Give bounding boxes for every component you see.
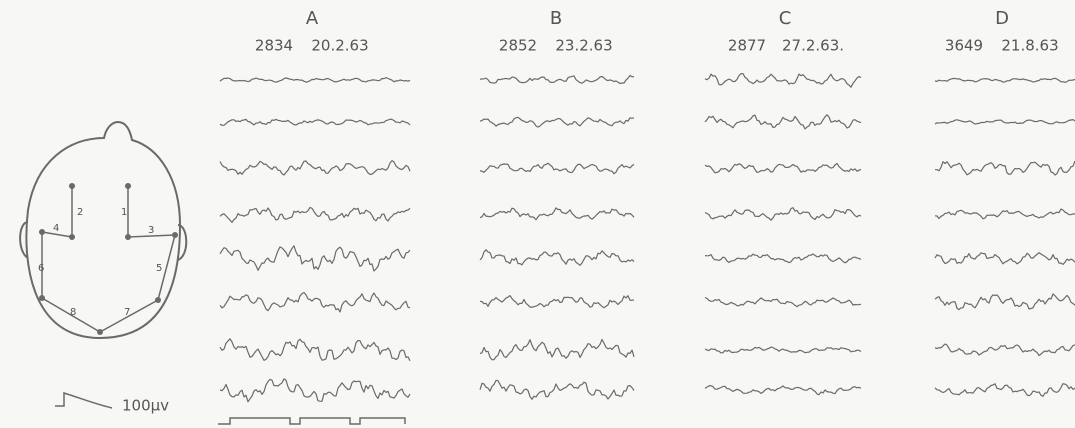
electrode-label: 5 <box>156 263 162 274</box>
column-letter: B <box>550 8 562 29</box>
head-diagram <box>20 122 186 338</box>
calibration-label: 100µv <box>122 397 169 415</box>
head-outline <box>26 122 180 338</box>
eeg-trace <box>480 208 634 220</box>
eeg-trace <box>935 78 1075 82</box>
eeg-trace <box>935 384 1075 397</box>
electrode-label: 7 <box>124 307 130 318</box>
eeg-trace <box>935 344 1075 356</box>
electrode-label: 6 <box>38 263 44 274</box>
eeg-trace <box>705 164 861 173</box>
record-date: 21.8.63 <box>1001 37 1058 55</box>
electrode-label: 4 <box>53 223 59 234</box>
electrode-label: 8 <box>70 307 76 318</box>
eeg-trace <box>220 78 410 83</box>
eeg-trace <box>220 208 410 223</box>
record-date: 27.2.63. <box>782 37 844 55</box>
record-number: 2877 <box>728 37 766 55</box>
eeg-trace <box>935 209 1075 219</box>
eeg-trace <box>935 253 1075 265</box>
time-marker <box>218 418 405 424</box>
eeg-trace <box>935 161 1075 175</box>
eeg-trace <box>480 117 634 127</box>
electrode-lines <box>42 186 175 332</box>
eeg-trace <box>220 246 410 271</box>
electrode-label: 2 <box>77 207 83 218</box>
eeg-trace <box>935 120 1075 124</box>
eeg-trace <box>480 380 634 399</box>
eeg-trace <box>480 340 634 360</box>
eeg-trace <box>935 294 1075 310</box>
eeg-trace <box>220 379 410 402</box>
figure: 1 2 3 4 5 6 7 8 100µv A283420.2.63B28522… <box>0 0 1075 428</box>
eeg-trace <box>480 296 634 308</box>
electrode-label: 3 <box>148 225 154 236</box>
eeg-trace <box>220 339 410 361</box>
eeg-trace <box>705 74 861 88</box>
record-number: 3649 <box>945 37 983 55</box>
record-date: 20.2.63 <box>311 37 368 55</box>
eeg-trace <box>220 161 410 175</box>
record-date: 23.2.63 <box>555 37 612 55</box>
eeg-trace <box>705 115 861 129</box>
eeg-trace <box>480 163 634 174</box>
column-letter: A <box>306 8 319 29</box>
eeg-trace <box>480 76 634 84</box>
eeg-trace <box>705 254 861 263</box>
record-number: 2852 <box>499 37 537 55</box>
eeg-trace <box>705 208 861 221</box>
electrode-label: 1 <box>121 207 127 218</box>
eeg-trace <box>220 293 410 312</box>
column-letter: D <box>995 8 1009 29</box>
eeg-trace <box>705 386 861 395</box>
electrode-labels: 1 2 3 4 5 6 7 8 <box>38 207 162 318</box>
calibration-mark <box>55 393 112 408</box>
eeg-trace <box>705 347 861 353</box>
eeg-trace <box>220 119 410 125</box>
column-letter: C <box>779 8 792 29</box>
eeg-trace <box>705 298 861 307</box>
eeg-trace <box>480 250 634 265</box>
record-number: 2834 <box>255 37 293 55</box>
